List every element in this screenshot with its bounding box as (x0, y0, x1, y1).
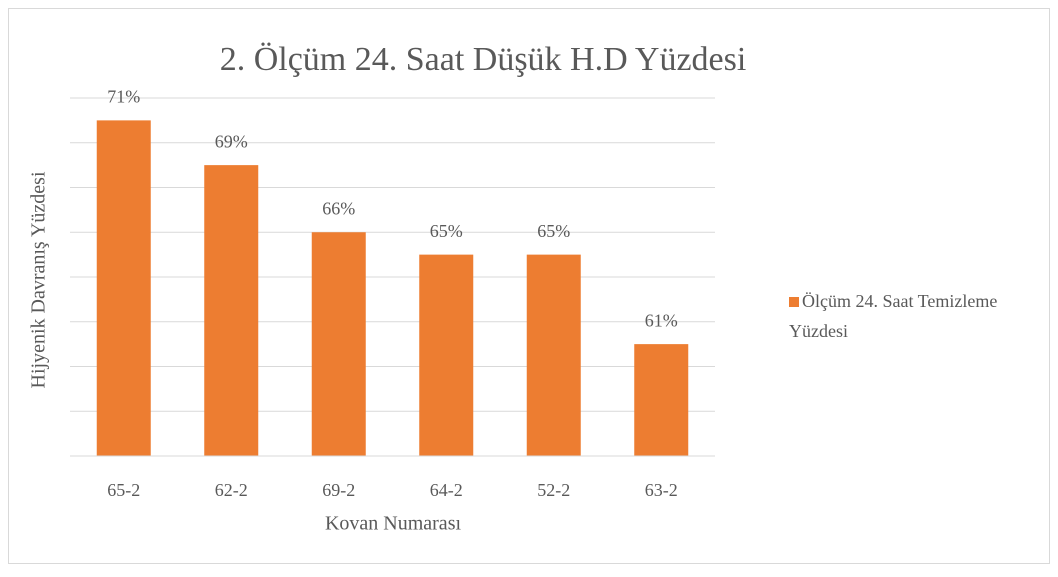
bar (526, 254, 581, 456)
bar (419, 254, 474, 456)
data-label: 69% (215, 131, 248, 151)
bar (204, 165, 259, 456)
bar (311, 232, 366, 456)
y-axis-label: Hijyenik Davranış Yüzdesi (28, 171, 50, 388)
x-tick-label: 63-2 (645, 480, 678, 500)
data-label: 65% (537, 221, 570, 241)
data-label: 65% (430, 221, 463, 241)
chart-title: 2. Ölçüm 24. Saat Düşük H.D Yüzdesi (220, 41, 747, 78)
x-tick-label: 65-2 (107, 480, 140, 500)
x-tick-label: 69-2 (322, 480, 355, 500)
legend-swatch (789, 297, 799, 307)
bar (96, 120, 151, 456)
legend-label: Ölçüm 24. Saat Temizleme Yüzdesi (789, 291, 998, 341)
bar (634, 344, 689, 456)
data-label: 61% (645, 310, 678, 330)
x-tick-label: 62-2 (215, 480, 248, 500)
x-axis-label: Kovan Numarası (325, 513, 462, 535)
legend: Ölçüm 24. Saat Temizleme Yüzdesi (789, 286, 1051, 346)
x-tick-label: 52-2 (537, 480, 570, 500)
data-label: 71% (107, 87, 140, 107)
x-tick-label: 64-2 (430, 480, 463, 500)
data-label: 66% (322, 198, 355, 218)
